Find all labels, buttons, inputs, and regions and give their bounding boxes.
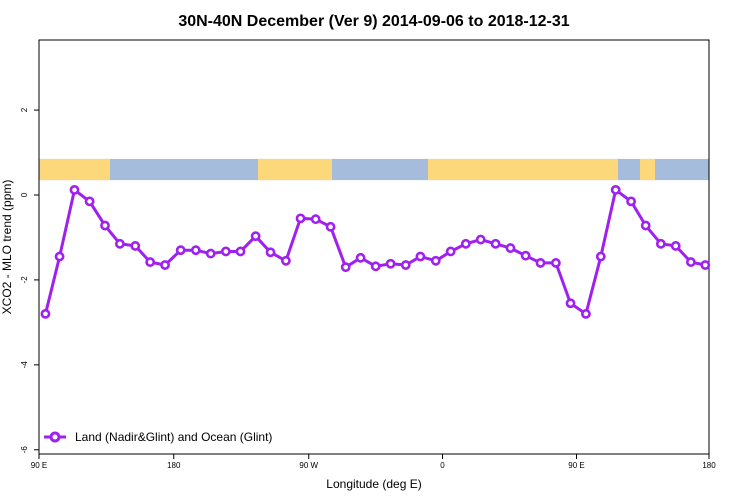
- data-point: [205, 248, 216, 259]
- legend: Land (Nadir&Glint) and Ocean (Glint): [44, 430, 272, 444]
- data-point: [100, 220, 110, 231]
- data-point: [54, 251, 65, 262]
- data-point: [385, 258, 396, 269]
- x-tick-label: 180: [702, 461, 716, 470]
- data-point: [581, 308, 591, 319]
- data-point: [220, 246, 231, 257]
- data-point: [670, 241, 681, 251]
- data-point: [84, 196, 95, 207]
- data-point: [340, 262, 351, 273]
- data-point: [40, 308, 51, 319]
- map-land: [39, 158, 110, 181]
- data-point: [355, 252, 366, 263]
- data-point: [175, 245, 186, 256]
- data-point: [69, 184, 80, 195]
- data-point: [655, 238, 666, 249]
- data-point: [565, 298, 576, 309]
- map-land: [640, 158, 655, 181]
- data-point: [145, 257, 156, 267]
- data-point: [685, 257, 696, 267]
- data-point: [265, 247, 276, 258]
- y-tick-label: 2: [20, 107, 29, 112]
- x-axis-title: Longitude (deg E): [326, 477, 421, 491]
- y-tick-label: -6: [20, 446, 29, 454]
- y-axis-title: XCO2 - MLO trend (ppm): [0, 180, 14, 315]
- legend-marker: [49, 431, 61, 443]
- y-tick-label: -2: [20, 276, 29, 284]
- data-point: [310, 214, 321, 225]
- map-strip: [39, 158, 709, 181]
- data-point: [595, 251, 606, 262]
- data-point: [445, 246, 456, 257]
- series-group: [40, 184, 711, 319]
- data-point: [700, 260, 711, 270]
- x-tick-label: 90 E: [568, 461, 584, 470]
- y-tick-label: -4: [20, 361, 29, 369]
- data-point: [475, 234, 486, 245]
- data-point: [295, 213, 306, 224]
- x-tick-label: 90 E: [31, 461, 47, 470]
- data-point: [400, 260, 411, 270]
- map-land: [258, 158, 332, 181]
- data-point: [505, 243, 516, 253]
- x-tick-label: 90 W: [299, 461, 318, 470]
- data-point: [114, 238, 125, 249]
- data-point: [130, 241, 141, 251]
- chart-title: 30N-40N December (Ver 9) 2014-09-06 to 2…: [178, 13, 569, 30]
- legend-label: Land (Nadir&Glint) and Ocean (Glint): [75, 430, 272, 444]
- x-tick-label: 180: [167, 461, 181, 470]
- map-land: [428, 158, 618, 181]
- plot-frame: [38, 39, 710, 455]
- data-point: [490, 238, 501, 249]
- x-tick-label: 0: [440, 461, 445, 470]
- data-point: [640, 220, 651, 231]
- data-point: [550, 258, 561, 268]
- data-point: [610, 184, 621, 195]
- y-tick-label: 0: [20, 192, 29, 197]
- data-point: [235, 246, 246, 257]
- data-point: [370, 261, 381, 272]
- data-point: [415, 251, 426, 262]
- data-point: [250, 231, 261, 242]
- y-axis: -6 -4 -2 0 2: [20, 107, 39, 453]
- data-point: [460, 238, 471, 249]
- data-point: [325, 221, 336, 232]
- x-axis: 90 E 180 90 W 0 90 E 180: [31, 454, 716, 470]
- series-line: [44, 188, 706, 316]
- data-point: [281, 255, 291, 266]
- data-point: [535, 258, 546, 268]
- data-point: [190, 245, 201, 256]
- data-point: [160, 260, 170, 270]
- data-point: [520, 250, 531, 261]
- data-point: [430, 255, 441, 266]
- data-point: [626, 196, 636, 207]
